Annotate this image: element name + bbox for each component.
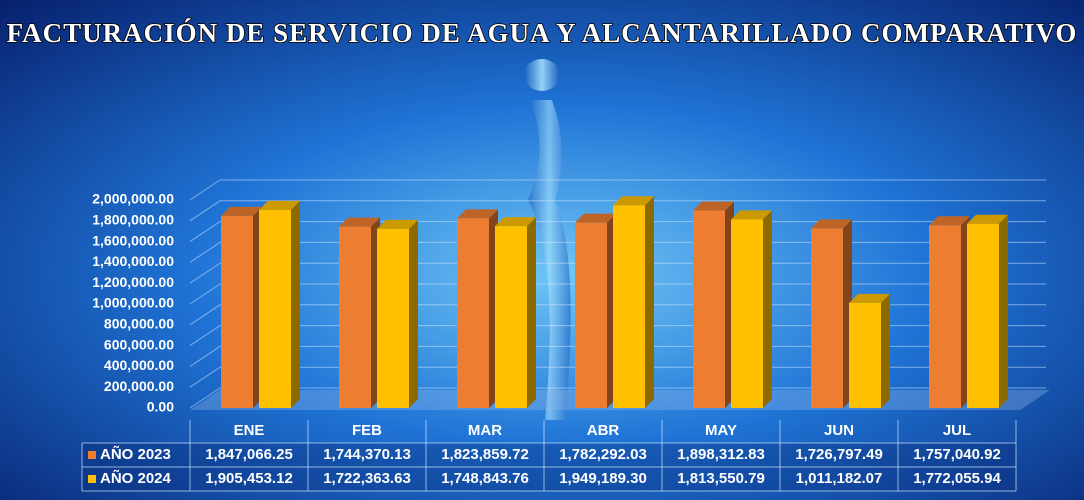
bar-top bbox=[377, 219, 418, 229]
y-tick-label: 600,000.00 bbox=[104, 336, 174, 352]
y-tick-label: 400,000.00 bbox=[104, 357, 174, 373]
x-tick-label: JUL bbox=[943, 422, 971, 439]
bar-top bbox=[259, 200, 300, 210]
x-tick-label: ENE bbox=[234, 422, 265, 439]
value-label: 1,949,189.30 bbox=[559, 470, 647, 487]
bar-top bbox=[731, 210, 772, 220]
bar-top bbox=[221, 206, 262, 216]
legend-label: AÑO 2024 bbox=[100, 469, 172, 487]
value-label: 1,744,370.13 bbox=[323, 446, 411, 463]
bar bbox=[693, 210, 725, 408]
bar bbox=[259, 209, 291, 408]
bar-top bbox=[693, 201, 734, 211]
y-tick-label: 2,000,000.00 bbox=[92, 191, 174, 207]
bar bbox=[811, 228, 843, 408]
bar bbox=[731, 219, 763, 408]
bar-side bbox=[881, 293, 890, 408]
value-label: 1,823,859.72 bbox=[441, 446, 529, 463]
bar-side bbox=[763, 210, 772, 408]
bar-top bbox=[457, 209, 498, 219]
x-tick-label: FEB bbox=[352, 422, 382, 439]
water-drop bbox=[524, 59, 560, 91]
bar-top bbox=[967, 214, 1008, 224]
bar bbox=[849, 302, 881, 408]
legend-marker bbox=[88, 451, 96, 459]
value-label: 1,847,066.25 bbox=[205, 446, 293, 463]
legend-label: AÑO 2023 bbox=[100, 445, 171, 463]
bar-side bbox=[999, 214, 1008, 408]
y-tick-label: 1,000,000.00 bbox=[92, 295, 174, 311]
value-label: 1,782,292.03 bbox=[559, 446, 647, 463]
y-tick-label: 200,000.00 bbox=[104, 378, 174, 394]
bar-side bbox=[291, 200, 300, 408]
bar-top bbox=[613, 196, 654, 206]
value-label: 1,898,312.83 bbox=[677, 446, 765, 463]
bar bbox=[929, 225, 961, 408]
y-tick-label: 800,000.00 bbox=[104, 316, 174, 332]
bar bbox=[495, 226, 527, 408]
bar bbox=[575, 222, 607, 408]
bar-top bbox=[849, 293, 890, 303]
x-tick-label: MAY bbox=[705, 422, 737, 439]
legend-marker bbox=[88, 475, 96, 483]
bar-top bbox=[339, 217, 380, 227]
grid-line bbox=[189, 200, 1046, 222]
value-label: 1,722,363.63 bbox=[323, 470, 411, 487]
x-tick-label: ABR bbox=[587, 422, 620, 439]
value-label: 1,813,550.79 bbox=[677, 470, 765, 487]
y-tick-label: 0.00 bbox=[147, 399, 174, 415]
y-tick-label: 1,400,000.00 bbox=[92, 253, 174, 269]
bar bbox=[339, 226, 371, 408]
x-tick-label: MAR bbox=[468, 422, 502, 439]
bar-top bbox=[495, 217, 536, 227]
value-label: 1,757,040.92 bbox=[913, 446, 1001, 463]
bar-side bbox=[645, 196, 654, 408]
value-label: 1,726,797.49 bbox=[795, 446, 883, 463]
y-tick-label: 1,200,000.00 bbox=[92, 274, 174, 290]
value-label: 1,011,182.07 bbox=[796, 470, 883, 487]
x-tick-label: JUN bbox=[824, 422, 854, 439]
bar bbox=[613, 205, 645, 408]
bar bbox=[221, 215, 253, 408]
value-label: 1,748,843.76 bbox=[441, 470, 529, 487]
chart-title: FACTURACIÓN DE SERVICIO DE AGUA Y ALCANT… bbox=[7, 18, 1078, 48]
y-tick-label: 1,600,000.00 bbox=[92, 232, 174, 248]
bar-top bbox=[811, 219, 852, 229]
bar bbox=[377, 228, 409, 408]
bar-side bbox=[527, 217, 536, 408]
value-label: 1,905,453.12 bbox=[205, 470, 293, 487]
bar-top bbox=[929, 216, 970, 226]
value-label: 1,772,055.94 bbox=[913, 470, 1001, 487]
bar bbox=[967, 223, 999, 408]
bar bbox=[457, 218, 489, 408]
bar-side bbox=[409, 219, 418, 408]
y-tick-label: 1,800,000.00 bbox=[92, 212, 174, 228]
grid-line bbox=[189, 179, 1046, 201]
bar-top bbox=[575, 213, 616, 223]
